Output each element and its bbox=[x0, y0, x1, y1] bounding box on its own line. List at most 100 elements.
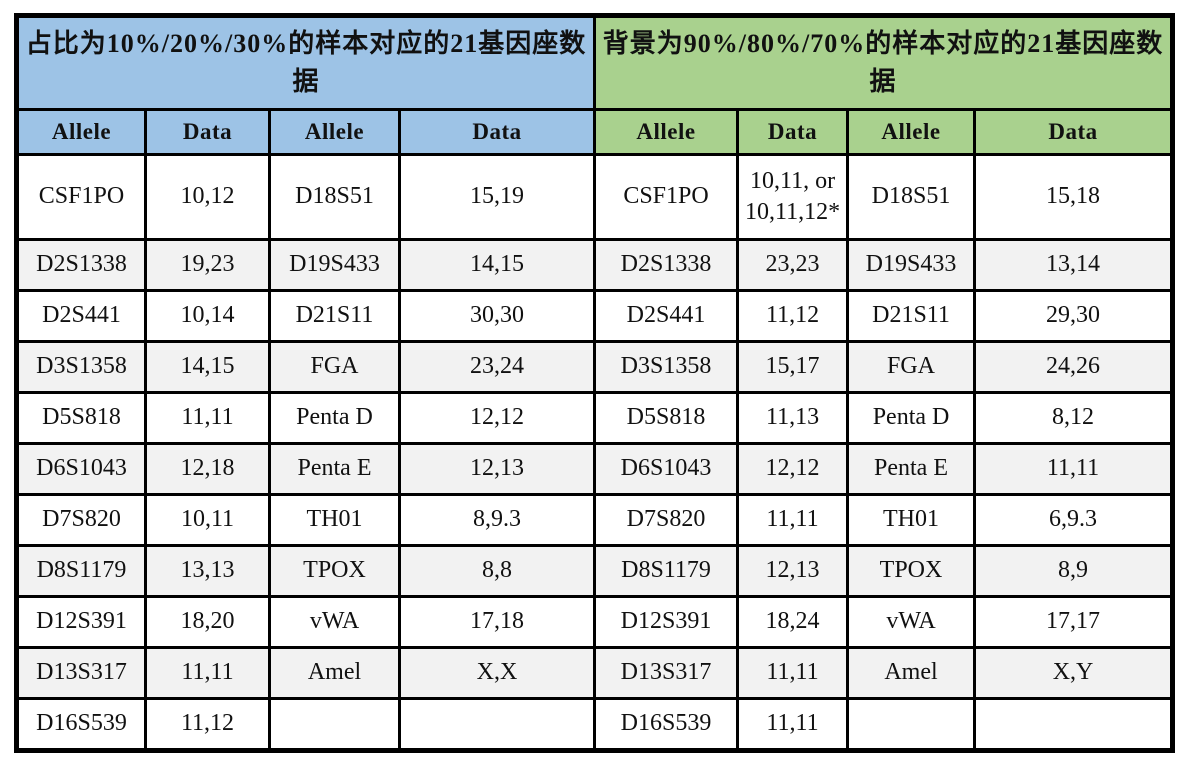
data-cell: 11,11 bbox=[736, 646, 850, 700]
data-cell bbox=[397, 697, 597, 752]
data-cell: 11,11 bbox=[736, 493, 850, 547]
allele-cell: D5S818 bbox=[593, 391, 740, 445]
data-cell: 13,13 bbox=[144, 544, 271, 598]
data-cell: 8,8 bbox=[397, 544, 597, 598]
str-genotype-table: 占比为10%/20%/30%的样本对应的21基因座数据 背景为90%/80%/7… bbox=[14, 13, 1176, 753]
allele-cell: D12S391 bbox=[15, 595, 147, 649]
allele-cell: D13S317 bbox=[15, 646, 147, 700]
allele-cell: D18S51 bbox=[846, 153, 977, 241]
allele-cell: vWA bbox=[846, 595, 977, 649]
table-row: D16S539 11,12 D16S539 11,11 bbox=[15, 697, 1175, 752]
column-header-allele: Allele bbox=[268, 108, 401, 156]
data-cell: 8,9 bbox=[973, 544, 1175, 598]
table-row: D8S1179 13,13 TPOX 8,8 D8S1179 12,13 TPOX 8,9 bbox=[15, 544, 1175, 598]
data-cell: 12,12 bbox=[736, 442, 850, 496]
allele-cell: D2S1338 bbox=[593, 238, 740, 292]
allele-cell: D21S11 bbox=[846, 289, 977, 343]
allele-cell: D7S820 bbox=[15, 493, 147, 547]
data-cell: 8,9.3 bbox=[397, 493, 597, 547]
column-header-data: Data bbox=[736, 108, 850, 156]
allele-cell: D19S433 bbox=[846, 238, 977, 292]
allele-cell: D6S1043 bbox=[593, 442, 740, 496]
data-cell: 11,11 bbox=[736, 697, 850, 752]
allele-cell: D3S1358 bbox=[593, 340, 740, 394]
data-cell bbox=[973, 697, 1175, 752]
allele-cell: D16S539 bbox=[15, 697, 147, 752]
allele-cell: CSF1PO bbox=[593, 153, 740, 241]
title-row: 占比为10%/20%/30%的样本对应的21基因座数据 背景为90%/80%/7… bbox=[14, 14, 1175, 111]
data-cell: 13,14 bbox=[973, 238, 1175, 292]
allele-cell: D19S433 bbox=[268, 238, 401, 292]
allele-cell bbox=[268, 697, 401, 752]
allele-cell: D13S317 bbox=[593, 646, 740, 700]
allele-cell: D5S818 bbox=[15, 391, 147, 445]
data-cell: 6,9.3 bbox=[973, 493, 1175, 547]
data-cell: 11,13 bbox=[736, 391, 850, 445]
data-cell: 12,13 bbox=[397, 442, 597, 496]
table-row: D3S1358 14,15 FGA 23,24 D3S1358 15,17 FGA 24,26 bbox=[15, 340, 1175, 394]
allele-cell: D8S1179 bbox=[15, 544, 147, 598]
allele-cell: Penta E bbox=[268, 442, 401, 496]
allele-cell: D8S1179 bbox=[593, 544, 740, 598]
data-cell: 11,11 bbox=[973, 442, 1175, 496]
left-table-title: 占比为10%/20%/30%的样本对应的21基因座数据 bbox=[14, 14, 597, 111]
allele-cell: FGA bbox=[268, 340, 401, 394]
data-cell: 14,15 bbox=[144, 340, 271, 394]
data-cell: 15,18 bbox=[973, 153, 1175, 241]
table-row: D5S818 11,11 Penta D 12,12 D5S818 11,13 Penta … bbox=[15, 391, 1175, 445]
right-table-title: 背景为90%/80%/70%的样本对应的21基因座数据 bbox=[593, 14, 1175, 111]
allele-cell: Penta E bbox=[846, 442, 977, 496]
allele-cell bbox=[846, 697, 977, 752]
data-cell: 12,12 bbox=[397, 391, 597, 445]
data-cell: 11,12 bbox=[144, 697, 271, 752]
allele-cell: FGA bbox=[846, 340, 977, 394]
data-cell: 23,24 bbox=[397, 340, 597, 394]
allele-cell: Penta D bbox=[846, 391, 977, 445]
data-cell: 15,19 bbox=[397, 153, 597, 241]
allele-cell: TH01 bbox=[268, 493, 401, 547]
data-cell: X,X bbox=[397, 646, 597, 700]
data-cell: 15,17 bbox=[736, 340, 850, 394]
column-header-allele: Allele bbox=[593, 108, 740, 156]
allele-cell: D6S1043 bbox=[15, 442, 147, 496]
table-row: D6S1043 12,18 Penta E 12,13 D6S1043 12,12 Pent… bbox=[15, 442, 1175, 496]
data-cell: 10,11, or 10,11,12* bbox=[736, 153, 850, 241]
allele-cell: D18S51 bbox=[268, 153, 401, 241]
data-cell: 11,12 bbox=[736, 289, 850, 343]
data-cell: 17,17 bbox=[973, 595, 1175, 649]
data-cell: 11,11 bbox=[144, 391, 271, 445]
allele-cell: D7S820 bbox=[593, 493, 740, 547]
allele-cell: D21S11 bbox=[268, 289, 401, 343]
data-cell: 23,23 bbox=[736, 238, 850, 292]
data-cell: 19,23 bbox=[144, 238, 271, 292]
column-header-data: Data bbox=[973, 108, 1175, 156]
allele-cell: Amel bbox=[268, 646, 401, 700]
table-row: D2S441 10,14 D21S11 30,30 D2S441 11,12 D21S11 2… bbox=[15, 289, 1175, 343]
allele-cell: Amel bbox=[846, 646, 977, 700]
data-cell: 12,13 bbox=[736, 544, 850, 598]
column-header-row: Allele Data Allele Data Allele Data Alle… bbox=[15, 108, 1175, 156]
allele-cell: D3S1358 bbox=[15, 340, 147, 394]
data-cell: 14,15 bbox=[397, 238, 597, 292]
allele-cell: Penta D bbox=[268, 391, 401, 445]
allele-cell: D2S441 bbox=[15, 289, 147, 343]
column-header-data: Data bbox=[397, 108, 597, 156]
table-row: D13S317 11,11 Amel X,X D13S317 11,11 Amel X,Y bbox=[15, 646, 1175, 700]
table-row: D12S391 18,20 vWA 17,18 D12S391 18,24 vWA 17,17 bbox=[15, 595, 1175, 649]
data-cell: 8,12 bbox=[973, 391, 1175, 445]
data-cell: 17,18 bbox=[397, 595, 597, 649]
allele-cell: D2S441 bbox=[593, 289, 740, 343]
data-cell: X,Y bbox=[973, 646, 1175, 700]
table-row: CSF1PO 10,12 D18S51 15,19 CSF1PO 10,11, or 10… bbox=[15, 153, 1175, 241]
allele-cell: vWA bbox=[268, 595, 401, 649]
column-header-allele: Allele bbox=[846, 108, 977, 156]
data-cell: 10,12 bbox=[144, 153, 271, 241]
data-cell: 24,26 bbox=[973, 340, 1175, 394]
data-cell: 18,24 bbox=[736, 595, 850, 649]
allele-cell: TPOX bbox=[846, 544, 977, 598]
data-cell: 10,11 bbox=[144, 493, 271, 547]
table-body: CSF1PO 10,12 D18S51 15,19 CSF1PO 10,11, or 10… bbox=[15, 153, 1175, 752]
data-cell: 29,30 bbox=[973, 289, 1175, 343]
allele-cell: D16S539 bbox=[593, 697, 740, 752]
